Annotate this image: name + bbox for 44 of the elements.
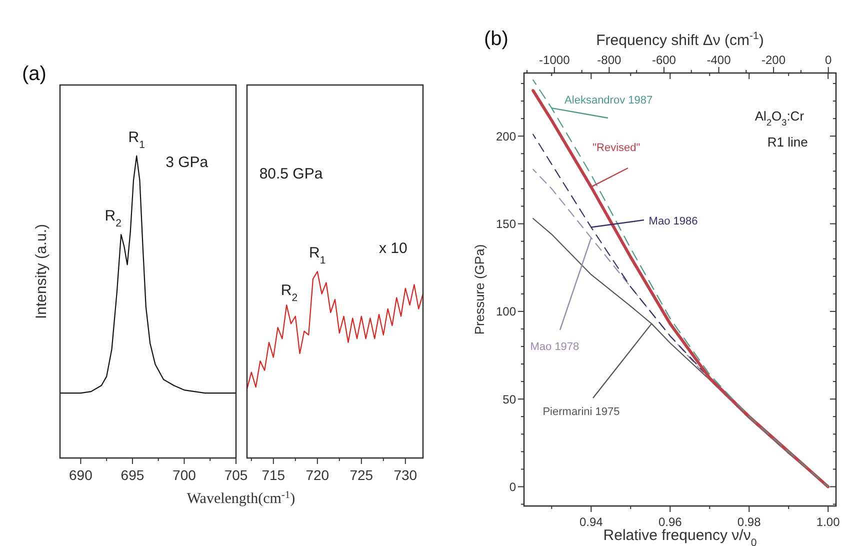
x2-tick-label: 0 — [824, 53, 832, 67]
annotation: R$_{1}$ — [309, 244, 326, 266]
y-axis-title: Intensity (a.u.) — [33, 224, 50, 320]
text: x 10 — [379, 240, 408, 257]
x2-tick-label: -200 — [762, 53, 786, 67]
x-tick-label: 0.96 — [658, 515, 682, 529]
x-axis-title: Relative frequency ν/ν$_{0}$ — [603, 527, 757, 546]
x2-axis-title: Frequency shift Δν (cm$^{-1}$) — [596, 30, 764, 49]
x-tick-label: 715 — [262, 467, 286, 483]
x2-tick-label: -1000 — [539, 53, 570, 67]
x-tick-label: 695 — [120, 467, 144, 483]
y-tick-label: 150 — [496, 216, 516, 231]
annotation: R$_{2}$ — [104, 208, 122, 230]
x2-tick-label: -600 — [652, 53, 676, 67]
x-tick-label: 720 — [306, 467, 330, 483]
annotation: Al$_{2}$O$_{3}$:Cr — [754, 108, 805, 128]
x-tick-label: 705 — [224, 467, 248, 483]
chart-title: (a) — [22, 63, 46, 85]
annotation: R$_{2}$ — [280, 282, 298, 304]
x-tick-label: 1.00 — [816, 515, 840, 529]
text: Mao 1978 — [530, 341, 580, 354]
y-axis-title: Pressure (GPa) — [472, 244, 487, 335]
text: 80.5 GPa — [259, 165, 324, 182]
series-label: Aleksandrov 1987 — [564, 94, 653, 106]
y-tick-label: 0 — [509, 480, 516, 494]
chart-title: (b) — [484, 28, 508, 50]
x2-tick-label: -800 — [597, 53, 622, 67]
x-tick-label: 725 — [350, 467, 374, 483]
x-tick-label: 700 — [172, 467, 196, 483]
annotation: R$_{1}$ — [128, 128, 146, 151]
x2-tick-label: -400 — [706, 53, 732, 67]
x-tick-label: 730 — [394, 467, 418, 483]
y-tick-label: 200 — [496, 129, 516, 144]
legend-label: Mao 1986 — [648, 216, 698, 228]
annotation: 3 GPa — [166, 154, 209, 172]
x-tick-label: 0.94 — [579, 515, 604, 529]
y-tick-label: 50 — [502, 392, 516, 406]
x-axis-title: Wavelength(cm$^{-1}$) — [186, 490, 296, 507]
y-tick-label: 100 — [496, 304, 516, 319]
series-label: "Revised" — [592, 142, 640, 154]
text: Piermarini 1975 — [542, 406, 620, 418]
x-tick-label: 0.98 — [737, 515, 762, 529]
x-tick-label: 690 — [69, 467, 93, 483]
annotation: R1 line — [767, 134, 808, 150]
